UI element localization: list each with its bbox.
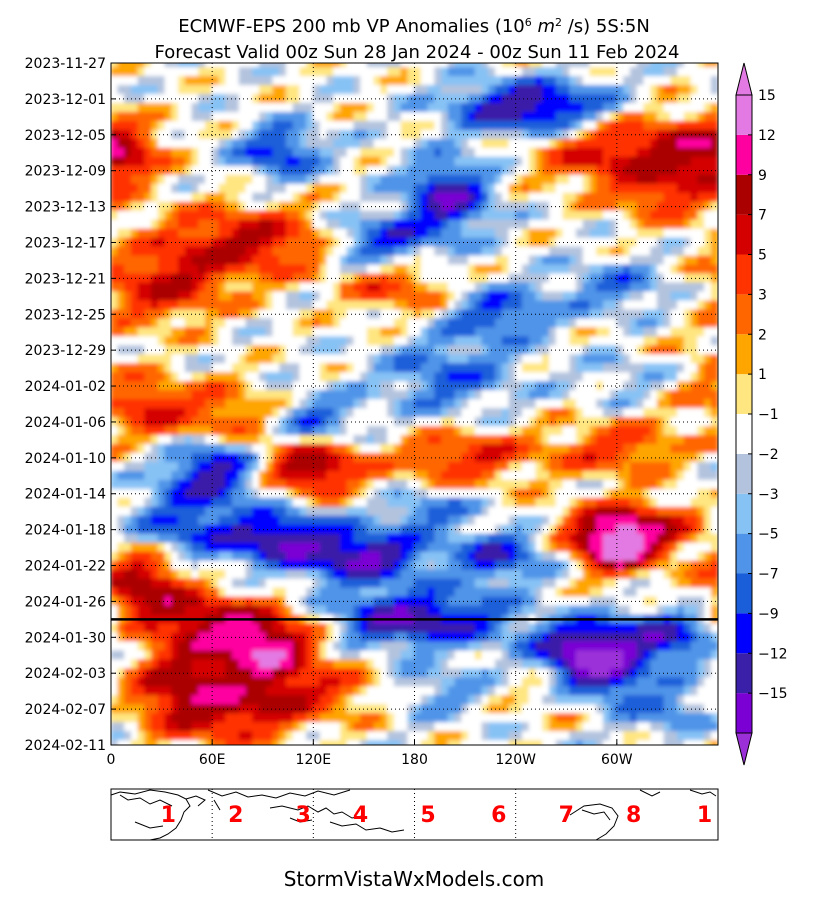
colorbar-label: 1 xyxy=(758,367,767,383)
colorbar-label: 7 xyxy=(758,208,767,224)
chart-title-main: ECMWF-EPS 200 mb VP Anomalies (10 xyxy=(178,16,525,37)
colorbar-swatch xyxy=(736,573,752,614)
x-tick-label: 180 xyxy=(401,752,428,768)
mjo-phase-number: 4 xyxy=(353,803,368,828)
chart-subtitle: Forecast Valid 00z Sun 28 Jan 2024 - 00z… xyxy=(155,42,680,63)
x-axis-ticks: 0 60E 120E 180 120W 60W xyxy=(107,740,633,768)
chart-title-sup-2: 2 xyxy=(555,16,562,29)
colorbar-swatch xyxy=(736,693,752,733)
colorbar-swatch xyxy=(736,493,752,534)
colorbar-swatch xyxy=(736,653,752,694)
phase-dividers xyxy=(211,789,517,840)
y-tick-label: 2024-01-06 xyxy=(25,415,106,431)
map-land-africa xyxy=(110,789,206,841)
x-tick-label: 0 xyxy=(107,752,116,768)
y-tick-label: 2024-02-07 xyxy=(25,702,106,718)
mjo-phase-number: 2 xyxy=(228,803,243,828)
colorbar-under-arrow xyxy=(735,732,753,766)
colorbar-swatch xyxy=(736,414,752,454)
mjo-phase-number: 1 xyxy=(161,803,176,828)
y-tick-label: 2024-01-22 xyxy=(25,559,106,575)
colorbar-swatch xyxy=(736,294,752,335)
colorbar-label: −12 xyxy=(758,646,788,662)
colorbar-label: 12 xyxy=(758,128,776,144)
mjo-phase-number: 6 xyxy=(491,803,506,828)
colorbar-swatch xyxy=(736,613,752,654)
colorbar-label: 9 xyxy=(758,168,767,184)
colorbar-swatch xyxy=(736,254,752,295)
y-tick-label: 2023-12-05 xyxy=(25,128,106,144)
y-tick-label: 2024-01-26 xyxy=(25,594,106,610)
colorbar-label: 3 xyxy=(758,287,767,303)
y-tick-label: 2024-02-11 xyxy=(25,738,106,754)
y-tick-label: 2024-01-10 xyxy=(25,451,106,467)
chart-title-sup-6: 6 xyxy=(525,16,532,29)
credit-text: StormVistaWxModels.com xyxy=(284,867,545,891)
y-axis-ticks: 2023-11-27 2023-12-01 2023-12-05 2023-12-09… xyxy=(25,56,116,754)
chart-title: ECMWF-EPS 200 mb VP Anomalies (106 m2 /s… xyxy=(178,16,650,38)
mjo-phase-numbers: 1 2 3 4 5 6 7 8 1 xyxy=(161,803,712,828)
mjo-phase-number: 7 xyxy=(559,803,574,828)
y-tick-label: 2023-12-25 xyxy=(25,307,106,323)
colorbar-label: −15 xyxy=(758,686,788,702)
y-tick-label: 2023-12-09 xyxy=(25,164,106,180)
colorbar-swatch xyxy=(736,374,752,414)
colorbar-label: 15 xyxy=(758,88,776,104)
map-land-asia xyxy=(207,789,405,833)
colorbar-over-arrow xyxy=(735,62,753,96)
y-tick-label: 2023-12-01 xyxy=(25,92,106,108)
colorbar-swatch xyxy=(736,214,752,255)
colorbar-label: −7 xyxy=(758,567,779,583)
colorbar-label: −1 xyxy=(758,407,779,423)
y-tick-label: 2024-01-14 xyxy=(25,487,106,503)
y-tick-label: 2023-12-29 xyxy=(25,343,106,359)
x-tick-label: 60E xyxy=(199,752,226,768)
colorbar-label: −5 xyxy=(758,527,779,543)
chart-title-m: m xyxy=(532,16,555,37)
colorbar-swatch xyxy=(736,134,752,175)
y-tick-label: 2024-01-18 xyxy=(25,523,106,539)
colorbar-swatch xyxy=(736,174,752,215)
y-tick-label: 2023-12-17 xyxy=(25,235,106,251)
y-tick-label: 2023-11-27 xyxy=(25,56,106,72)
x-tick-label: 120W xyxy=(495,752,536,768)
map-land-americas xyxy=(569,789,717,841)
colorbar-swatch xyxy=(736,95,752,135)
colorbar-label: −9 xyxy=(758,606,779,622)
colorbar-label: −3 xyxy=(758,487,779,503)
colorbar-label: 5 xyxy=(758,248,767,264)
mjo-phase-number: 1 xyxy=(697,803,712,828)
y-tick-label: 2023-12-21 xyxy=(25,271,106,287)
y-tick-label: 2023-12-13 xyxy=(25,200,106,216)
plot-gridlines xyxy=(111,63,718,745)
colorbar: 15 12 9 7 5 3 2 1 −1 −2 −3 −5 −7 −9 −12 −15 xyxy=(735,62,788,766)
mjo-phase-number: 5 xyxy=(420,803,435,828)
x-tick-label: 60W xyxy=(601,752,633,768)
colorbar-swatch xyxy=(736,453,752,494)
mjo-phase-number: 8 xyxy=(626,803,641,828)
colorbar-label: −2 xyxy=(758,447,779,463)
colorbar-label: 2 xyxy=(758,327,767,343)
colorbar-swatch xyxy=(736,334,752,375)
mjo-phase-number: 3 xyxy=(296,803,311,828)
y-tick-label: 2024-01-02 xyxy=(25,379,106,395)
chart-title-end: /s) 5S:5N xyxy=(562,16,650,37)
x-tick-label: 120E xyxy=(296,752,332,768)
y-tick-label: 2024-02-03 xyxy=(25,666,106,682)
colorbar-swatch xyxy=(736,533,752,574)
y-tick-label: 2024-01-30 xyxy=(25,630,106,646)
mjo-phase-map: 1 2 3 4 5 6 7 8 1 xyxy=(110,788,719,841)
